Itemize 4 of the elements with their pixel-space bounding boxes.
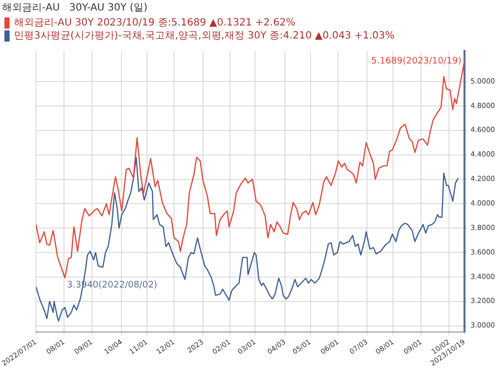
chart-title: 해외금리-AU 30Y-AU 30Y (일) (2, 2, 148, 14)
annotation: 5.1689(2023/10/19) (371, 56, 462, 66)
legend-label: 민평3사평균(시가평가)-국채,국고채,양곡,외평,재정 30Y 종:4.210 ▲0.043 +1.03% (14, 30, 394, 42)
legend-label: 해외금리-AU 30Y 2023/10/19 종:5.1689 ▲0.1321 +2.62% (14, 18, 296, 29)
